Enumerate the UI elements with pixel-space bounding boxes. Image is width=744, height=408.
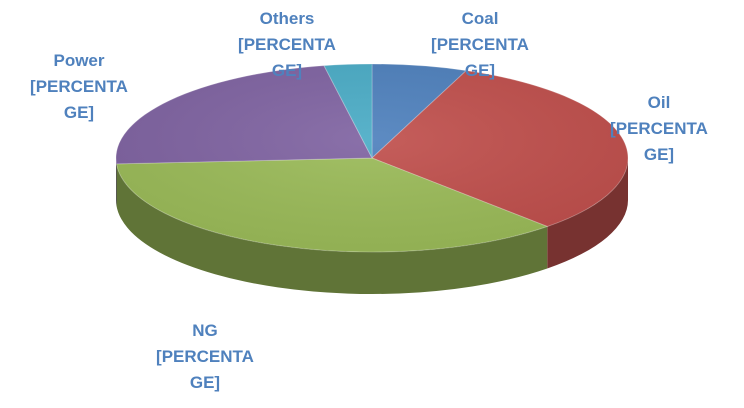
pie-slices [115,63,629,253]
pie-side-power [116,158,117,206]
slice-label-oil: Oil [PERCENTA GE] [610,93,708,164]
pie-sides [116,158,628,294]
slice-label-ng: NG [PERCENTA GE] [156,321,254,392]
slice-label-power: Power [PERCENTA GE] [30,51,128,122]
pie-side-ng [116,163,548,294]
pie-side-oil [547,158,628,269]
pie-top-shading [116,64,628,252]
slice-label-others: Others [PERCENTA GE] [238,9,336,80]
slice-label-coal: Coal [PERCENTA GE] [431,9,529,80]
